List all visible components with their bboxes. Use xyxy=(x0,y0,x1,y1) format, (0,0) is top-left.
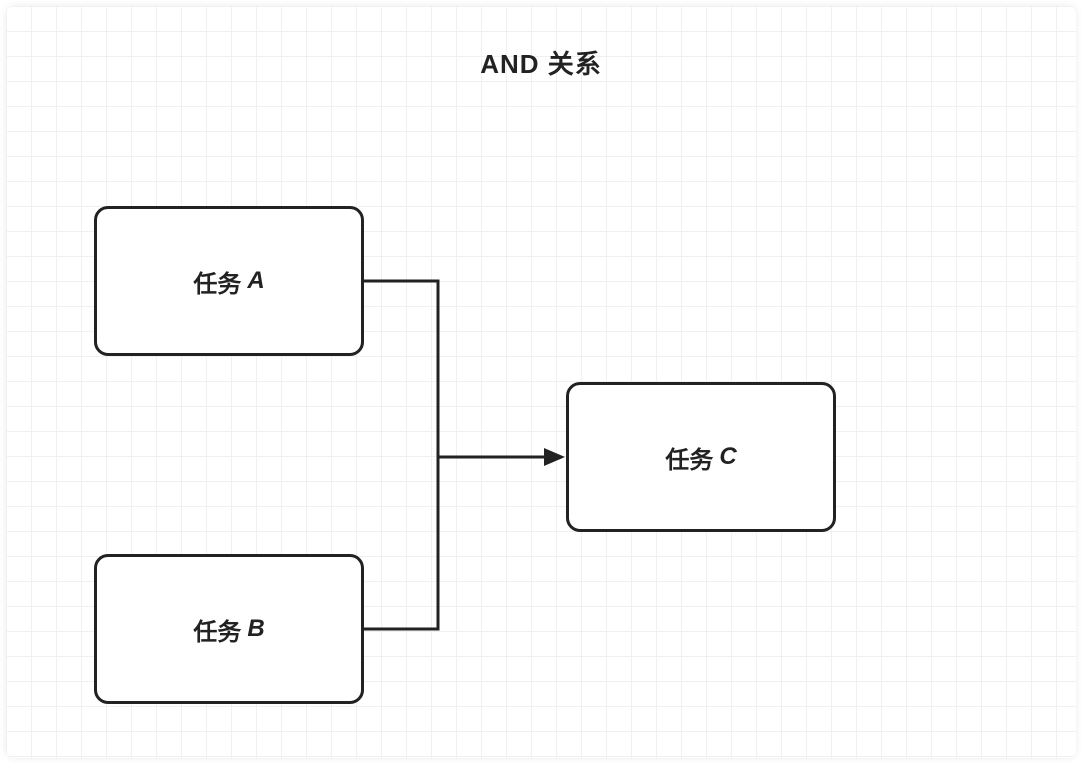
diagram-title: AND 关系 xyxy=(6,44,1076,81)
node-task-b: 任务 B xyxy=(94,554,364,704)
node-suffix: B xyxy=(247,615,264,643)
node-suffix: C xyxy=(719,443,736,471)
node-label: 任务 xyxy=(193,264,241,299)
node-suffix: A xyxy=(247,267,264,295)
node-task-a: 任务 A xyxy=(94,206,364,356)
node-task-c: 任务 C xyxy=(566,382,836,532)
diagram-canvas: AND 关系 任务 A 任务 B 任务 C xyxy=(6,6,1076,758)
node-label: 任务 xyxy=(193,612,241,647)
node-label: 任务 xyxy=(665,440,713,475)
